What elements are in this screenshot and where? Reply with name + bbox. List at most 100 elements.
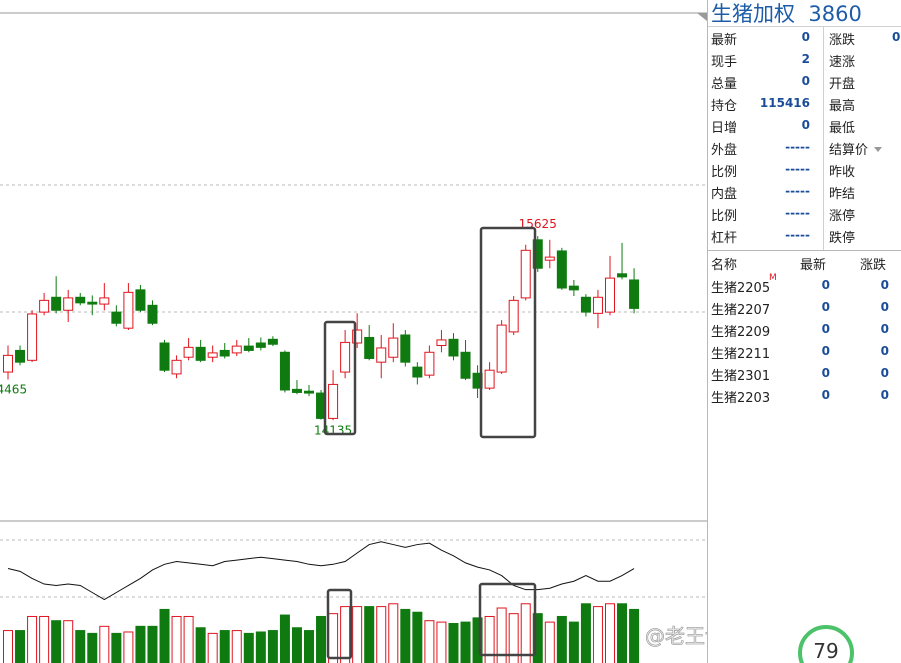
candle-body	[159, 342, 170, 371]
contract-name: 生猪2203	[711, 391, 771, 406]
candle-body	[63, 297, 74, 311]
candle-body	[580, 296, 591, 313]
candle-body	[267, 338, 278, 345]
quote-value: 0	[801, 30, 810, 44]
contract-name: 生猪2301	[711, 369, 771, 384]
contract-last: 0	[821, 366, 830, 380]
contract-mark: M	[769, 273, 777, 283]
extreme-label: 14465	[0, 382, 27, 396]
volume-bar	[388, 603, 399, 663]
code: 3860	[808, 2, 862, 26]
volume-bar	[544, 621, 555, 663]
quote-label: 比例	[711, 209, 738, 224]
candle-body	[171, 359, 182, 375]
volume-bar	[556, 615, 567, 663]
quote-value: 0	[801, 118, 810, 132]
indicator-line	[7, 541, 635, 601]
quote-value: 2	[801, 52, 810, 66]
volume-bar	[291, 627, 302, 663]
volume-bar	[364, 606, 375, 663]
quote-label: 现手	[711, 55, 738, 70]
title: 生猪加权	[711, 2, 795, 26]
candle-body	[508, 299, 519, 333]
candle-body	[436, 339, 447, 346]
volume-bar	[448, 623, 459, 663]
contract-change: 0	[880, 344, 889, 358]
candle-body	[195, 346, 206, 361]
divider	[823, 26, 824, 250]
quote-label: 总量	[711, 77, 738, 92]
volume-bar	[352, 606, 363, 663]
candle-body	[617, 273, 628, 278]
candle-body	[135, 289, 146, 311]
volume-bar	[532, 613, 543, 663]
volume-bar	[484, 615, 495, 663]
quote-label: 杠杆	[711, 231, 738, 246]
volume-bar	[629, 608, 640, 663]
volume-bar	[207, 632, 218, 663]
volume-bar	[39, 615, 50, 663]
candle-body	[231, 345, 242, 354]
quote-label: 日增	[711, 121, 738, 136]
contract-change: 0	[880, 278, 889, 292]
volume-bar	[605, 603, 615, 663]
quote-value: -----	[785, 228, 810, 242]
candle-body	[15, 349, 26, 363]
volume-bar	[195, 627, 206, 663]
volume-bar	[340, 606, 351, 663]
volume-bar	[15, 630, 26, 663]
volume-bar	[255, 631, 266, 663]
volume-bar	[267, 630, 278, 663]
volume-bar	[580, 603, 591, 663]
volume-bar	[460, 621, 471, 663]
quote-label: 昨收	[829, 165, 856, 180]
volume-bar	[75, 630, 86, 663]
volume-bar	[376, 606, 387, 663]
volume-bar	[436, 621, 447, 663]
volume-bar	[424, 620, 435, 663]
candle-body	[592, 296, 603, 314]
volume-bar	[147, 625, 158, 663]
volume-bar	[135, 625, 146, 663]
contract-last: 0	[821, 278, 830, 292]
volume-bar	[123, 631, 134, 663]
candle-body	[75, 296, 86, 304]
candle-body	[279, 351, 290, 391]
contract-change: 0	[880, 322, 889, 336]
candle-body	[147, 304, 158, 324]
marks: 156251413514465	[0, 217, 640, 663]
candle-body	[424, 351, 435, 376]
volume-bar	[27, 615, 38, 663]
candle-body	[556, 250, 567, 289]
quote-label: 昨结	[829, 187, 856, 202]
volume-bar	[63, 620, 74, 663]
contract-last: 0	[821, 388, 830, 402]
volume-bar	[520, 603, 531, 663]
contract-name: 生猪2205	[711, 281, 771, 296]
volume-bar	[51, 620, 62, 663]
score-badge: 79	[798, 625, 854, 663]
contract-last: 0	[821, 322, 830, 336]
volume-bar	[231, 630, 242, 663]
highlight-box	[478, 582, 537, 657]
candle-body	[412, 366, 423, 378]
quote-label: 比例	[711, 165, 738, 180]
candle-body	[255, 342, 266, 348]
candle-body	[207, 352, 218, 358]
contract-name: 生猪2211	[711, 347, 771, 362]
candle-body	[460, 351, 471, 379]
quote-label: 最新	[711, 33, 738, 48]
volume-bar	[508, 613, 519, 663]
candle-body	[352, 329, 363, 344]
quote-label: 开盘	[829, 77, 856, 92]
candle-body	[123, 291, 134, 329]
candle-body	[532, 239, 543, 269]
volume-bar	[171, 615, 182, 663]
contract-change: 0	[880, 388, 889, 402]
volume-bar	[592, 606, 603, 663]
column-header: 名称	[711, 258, 738, 273]
corner-mark	[697, 13, 707, 21]
quote-label: 速涨	[829, 55, 856, 70]
contract-name: 生猪2207	[711, 303, 771, 318]
highlight-box	[479, 226, 537, 439]
